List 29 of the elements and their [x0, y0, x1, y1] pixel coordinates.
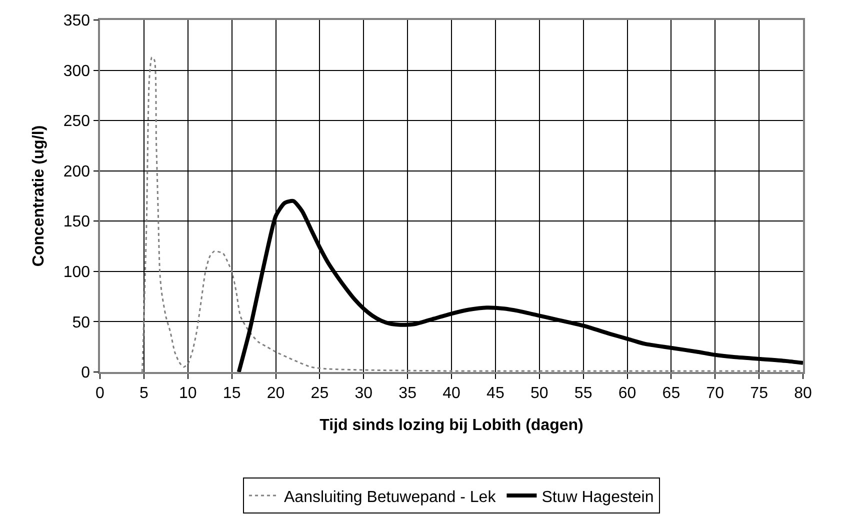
x-tick-label: 25 — [310, 384, 329, 402]
y-tick-label: 100 — [63, 264, 90, 282]
y-tick-label: 250 — [63, 113, 90, 130]
y-tick-label: 50 — [72, 314, 90, 332]
x-tick-label: 75 — [750, 384, 768, 402]
x-tick-label: 70 — [706, 384, 724, 402]
x-tick-label: 45 — [486, 384, 504, 402]
x-tick-label: 0 — [96, 384, 105, 402]
x-tick-label: 40 — [442, 384, 460, 402]
y-tick-label: 0 — [81, 364, 90, 382]
y-tick-label: 150 — [63, 214, 90, 231]
y-tick-label: 200 — [63, 163, 90, 180]
x-tick-label: 55 — [574, 384, 592, 402]
x-tick-label: 20 — [266, 384, 285, 402]
x-tick-label: 15 — [222, 384, 241, 402]
x-tick-label: 35 — [398, 384, 417, 402]
legend-label: Stuw Hagestein — [542, 488, 654, 506]
y-axis-title: Concentratie (ug/l) — [30, 125, 48, 267]
y-tick-label: 350 — [63, 12, 90, 30]
x-tick-label: 5 — [139, 384, 148, 402]
legend-label: Aansluiting Betuwepand - Lek — [284, 488, 497, 506]
x-tick-label: 30 — [354, 384, 373, 402]
y-tick-label: 300 — [63, 62, 90, 80]
x-tick-label: 80 — [794, 384, 812, 402]
x-tick-label: 10 — [178, 384, 197, 402]
x-tick-label: 50 — [530, 384, 548, 402]
x-tick-label: 60 — [618, 384, 636, 402]
x-axis-title: Tijd sinds lozing bij Lobith (dagen) — [320, 417, 584, 434]
x-tick-label: 65 — [662, 384, 680, 402]
